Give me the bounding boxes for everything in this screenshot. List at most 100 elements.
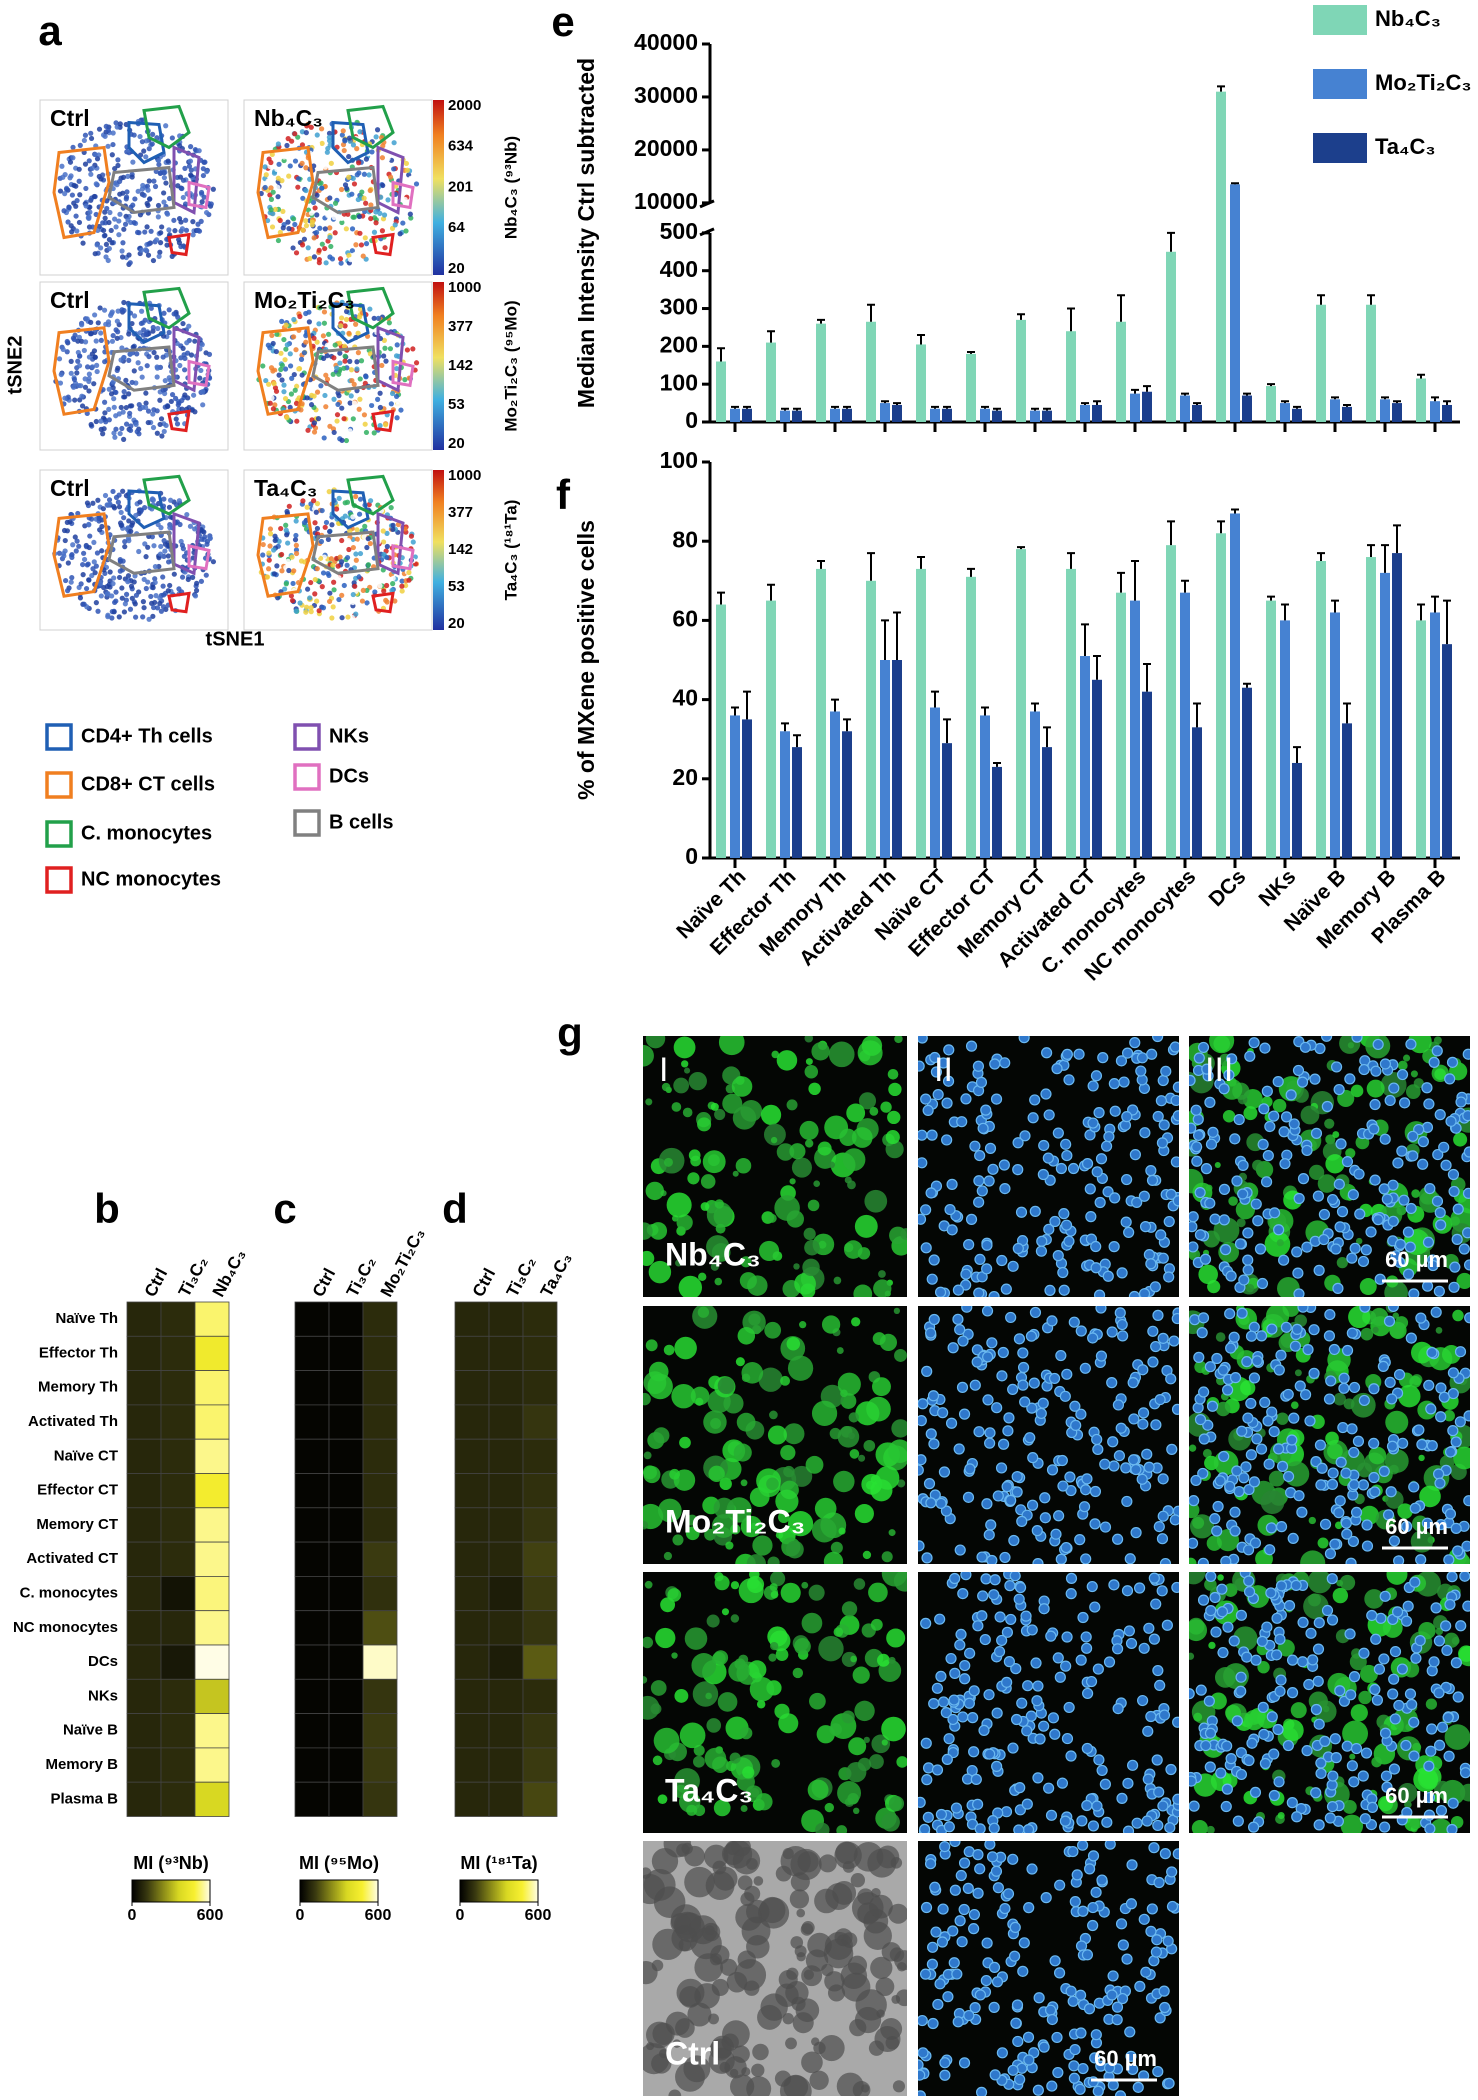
tsne-cell bbox=[366, 172, 372, 178]
fluorescence bbox=[848, 1432, 855, 1440]
tsne-cell bbox=[279, 318, 285, 324]
bar bbox=[1266, 386, 1276, 422]
nucleus bbox=[1145, 1710, 1157, 1723]
fluorescence bbox=[671, 1102, 682, 1112]
nucleus bbox=[1099, 1458, 1111, 1470]
tsne-cell bbox=[389, 587, 395, 594]
tsne-cell bbox=[109, 615, 115, 621]
fluorescence bbox=[1243, 1106, 1258, 1121]
nucleus bbox=[1010, 1713, 1023, 1726]
tsne-cell bbox=[279, 362, 285, 368]
legend-label: C. monocytes bbox=[81, 822, 212, 844]
tsne-gate bbox=[346, 104, 395, 150]
fluorescence bbox=[1409, 1816, 1423, 1830]
tsne-gate bbox=[107, 530, 176, 575]
tsne-cell bbox=[74, 370, 80, 376]
nucleus bbox=[1231, 1715, 1243, 1727]
tsne-cell bbox=[270, 340, 276, 347]
tsne-cell bbox=[178, 219, 184, 225]
nucleus bbox=[1087, 1332, 1099, 1344]
nucleus bbox=[974, 1253, 986, 1266]
nucleus bbox=[920, 1204, 932, 1216]
tsne-cell bbox=[166, 559, 172, 565]
nucleus bbox=[1461, 1540, 1470, 1552]
tsne-cell bbox=[92, 312, 98, 318]
fluorescence bbox=[1245, 1283, 1255, 1293]
tsne-gate bbox=[391, 359, 415, 388]
fluorescence bbox=[787, 1355, 814, 1381]
tsne-cell bbox=[111, 609, 117, 615]
tsne-cell bbox=[353, 242, 359, 248]
fluorescence bbox=[740, 1515, 763, 1538]
tsne-cell bbox=[295, 176, 302, 182]
tsne-cell bbox=[380, 528, 386, 534]
tsne-cell bbox=[289, 554, 295, 560]
nucleus bbox=[1200, 1163, 1213, 1175]
tsne-cell bbox=[116, 504, 123, 510]
tsne-cell bbox=[266, 550, 272, 556]
tsne-cell bbox=[341, 582, 347, 589]
nucleus bbox=[1027, 1112, 1039, 1124]
nucleus bbox=[1368, 1123, 1380, 1135]
legend-swatch bbox=[1313, 5, 1367, 35]
tsne-cell bbox=[357, 129, 363, 135]
nucleus bbox=[1122, 1825, 1135, 1833]
fluorescence bbox=[690, 1155, 702, 1167]
tsne-cell bbox=[324, 376, 331, 382]
nucleus bbox=[1225, 1342, 1237, 1354]
tsne-tile-label: Ta₄C₃ bbox=[254, 475, 317, 501]
tsne-cell bbox=[277, 229, 283, 235]
nucleus bbox=[963, 1697, 975, 1709]
tsne-cell bbox=[269, 332, 275, 339]
nucleus bbox=[1450, 1522, 1462, 1534]
fluorescence bbox=[1355, 1237, 1363, 1245]
nucleus bbox=[1192, 1113, 1204, 1126]
tsne-cell bbox=[83, 185, 89, 192]
colorbar bbox=[299, 1879, 379, 1903]
fluorescence bbox=[813, 1180, 821, 1187]
heatmap-cell bbox=[126, 1404, 162, 1440]
nucleus bbox=[978, 1724, 990, 1737]
tsne-cell bbox=[118, 522, 124, 528]
tsne-gate bbox=[172, 325, 201, 393]
tsne-cell bbox=[305, 427, 311, 433]
tsne-cell bbox=[286, 567, 292, 574]
nucleus bbox=[1075, 1408, 1087, 1420]
tsne-cell bbox=[345, 211, 351, 217]
tsne-cell bbox=[344, 554, 351, 561]
tsne-cell bbox=[109, 240, 115, 246]
nucleus bbox=[976, 1610, 988, 1622]
nucleus bbox=[940, 1707, 952, 1719]
tsne-cell bbox=[293, 400, 300, 406]
fluorescence bbox=[1377, 1796, 1394, 1812]
tsne-cell bbox=[281, 382, 287, 388]
bar bbox=[1366, 557, 1376, 858]
fluorescence bbox=[740, 1479, 748, 1487]
tsne-cell bbox=[133, 592, 140, 598]
tsne-cell bbox=[348, 393, 354, 399]
tsne-cell bbox=[125, 573, 132, 579]
nucleus bbox=[920, 1617, 932, 1629]
tsne-cell bbox=[342, 353, 348, 359]
nucleus bbox=[1193, 1351, 1205, 1363]
nucleus bbox=[1238, 1274, 1250, 1286]
heatmap-cell bbox=[126, 1644, 162, 1680]
tsne-cell bbox=[337, 256, 344, 262]
nucleus bbox=[1348, 1479, 1360, 1491]
tsne-cell bbox=[266, 557, 272, 563]
tsne-cell bbox=[96, 173, 102, 180]
tsne-cell bbox=[186, 323, 192, 329]
fluorescence bbox=[653, 1427, 670, 1444]
fluorescence bbox=[1397, 1503, 1413, 1519]
tsne-cell bbox=[183, 217, 189, 223]
fluorescence bbox=[1317, 1174, 1337, 1193]
nucleus bbox=[1462, 1227, 1470, 1239]
fluorescence bbox=[687, 1172, 700, 1185]
tsne-cell bbox=[92, 151, 98, 158]
nucleus bbox=[1386, 1440, 1399, 1452]
tsne-cell bbox=[312, 591, 318, 597]
tsne-cell bbox=[342, 323, 348, 329]
nucleus bbox=[925, 1187, 937, 1199]
nucleus bbox=[1031, 1695, 1043, 1707]
tsne-cell bbox=[394, 365, 400, 372]
